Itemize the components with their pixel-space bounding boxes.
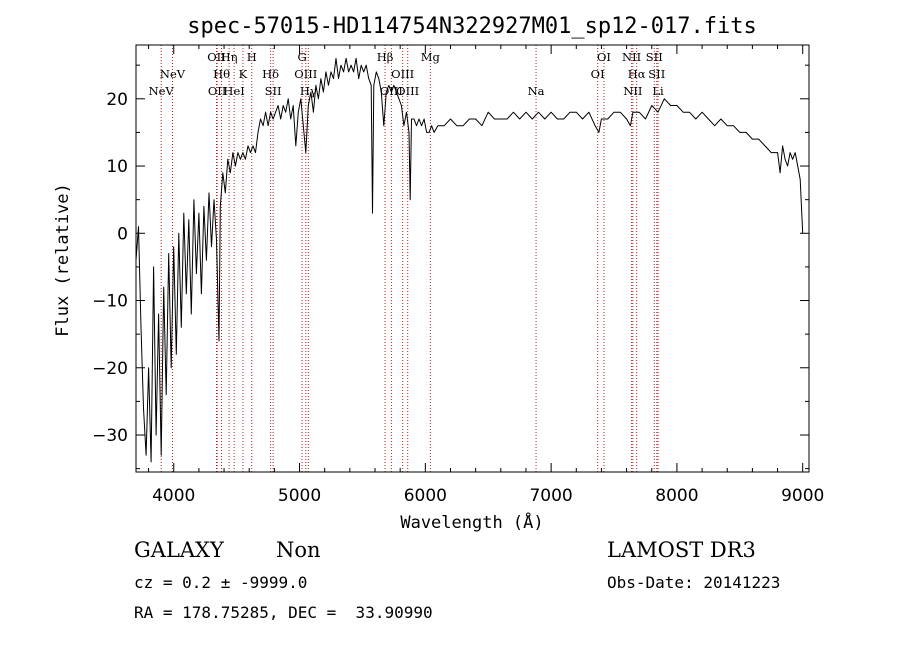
spectral-line-label: NeV: [149, 84, 175, 98]
y-tick-label: 0: [117, 224, 128, 244]
x-tick-label: 7000: [529, 486, 572, 506]
spectral-line-label: NII: [622, 50, 641, 64]
x-tick-label: 8000: [655, 486, 698, 506]
spectrum-line: [135, 57, 804, 463]
spectral-line-label: OIII: [294, 67, 317, 81]
y-tick-label: −20: [92, 359, 128, 379]
spectral-line-label: SII: [646, 50, 663, 64]
spectral-line-label: SII: [648, 67, 665, 81]
spectral-line-label: K: [239, 67, 248, 81]
y-tick-label: 10: [106, 157, 128, 177]
spectral-line-label: OII: [207, 50, 226, 64]
y-tick-label: −10: [92, 292, 128, 312]
spectral-line-label: Hδ: [262, 67, 279, 81]
ra-dec-coordinates: RA = 178.75285, DEC = 33.90990: [134, 603, 433, 622]
x-tick-label: 4000: [152, 486, 195, 506]
y-tick-label: 20: [106, 90, 128, 110]
chart-title: spec-57015-HD114754N322927M01_sp12-017.f…: [187, 14, 757, 39]
spectral-line-label: H: [247, 50, 257, 64]
spectral-line-label: OI: [591, 67, 605, 81]
spectral-line-label: OIII: [396, 84, 419, 98]
spectral-line-label: Mg: [421, 50, 441, 64]
survey-name: LAMOST DR3: [607, 538, 756, 562]
spectral-line-label: NII: [623, 84, 642, 98]
spectral-line-label: NeV: [160, 67, 186, 81]
spectral-line-markers: [160, 45, 659, 472]
object-class: GALAXY: [134, 538, 224, 562]
spectral-line-label: HeI: [223, 84, 244, 98]
spectral-line-label: Li: [652, 84, 664, 98]
x-tick-label: 6000: [404, 486, 447, 506]
x-axis-label: Wavelength (Å): [400, 511, 543, 533]
spectral-line-label: SII: [265, 84, 282, 98]
spectral-line-label: Hβ: [377, 50, 394, 64]
spectral-line-label: Hθ: [213, 67, 230, 81]
plot-frame: [135, 44, 810, 473]
y-axis-ticks: −30 −20 −10 0 10 20: [92, 64, 809, 470]
observation-date: Obs-Date: 20141223: [607, 573, 781, 592]
spectral-line-label: Na: [528, 84, 545, 98]
spectral-line-label: OI: [597, 50, 611, 64]
object-subclass: Non: [276, 538, 321, 562]
spectral-line-labels: NeV NeV OII OII Hθ Hη HeI KH Hδ SII G OIII Hγ Hβ OIII O…: [149, 50, 666, 98]
spectral-line-label: G: [297, 50, 306, 64]
redshift-cz: cz = 0.2 ± -9999.0: [134, 573, 308, 592]
x-tick-label: 5000: [278, 486, 321, 506]
y-tick-label: −30: [92, 426, 128, 446]
x-axis-ticks: 4000 5000 6000 7000 8000 9000: [148, 45, 824, 506]
spectral-line-label: OII: [208, 84, 227, 98]
spectral-line-label: Hγ: [300, 84, 317, 98]
y-axis-label: Flux (relative): [53, 183, 73, 337]
spectral-line-label: Hη: [221, 50, 238, 64]
spectral-line-label: OIII: [391, 67, 414, 81]
spectral-line-label: Hα: [628, 67, 646, 81]
x-tick-label: 9000: [781, 486, 824, 506]
